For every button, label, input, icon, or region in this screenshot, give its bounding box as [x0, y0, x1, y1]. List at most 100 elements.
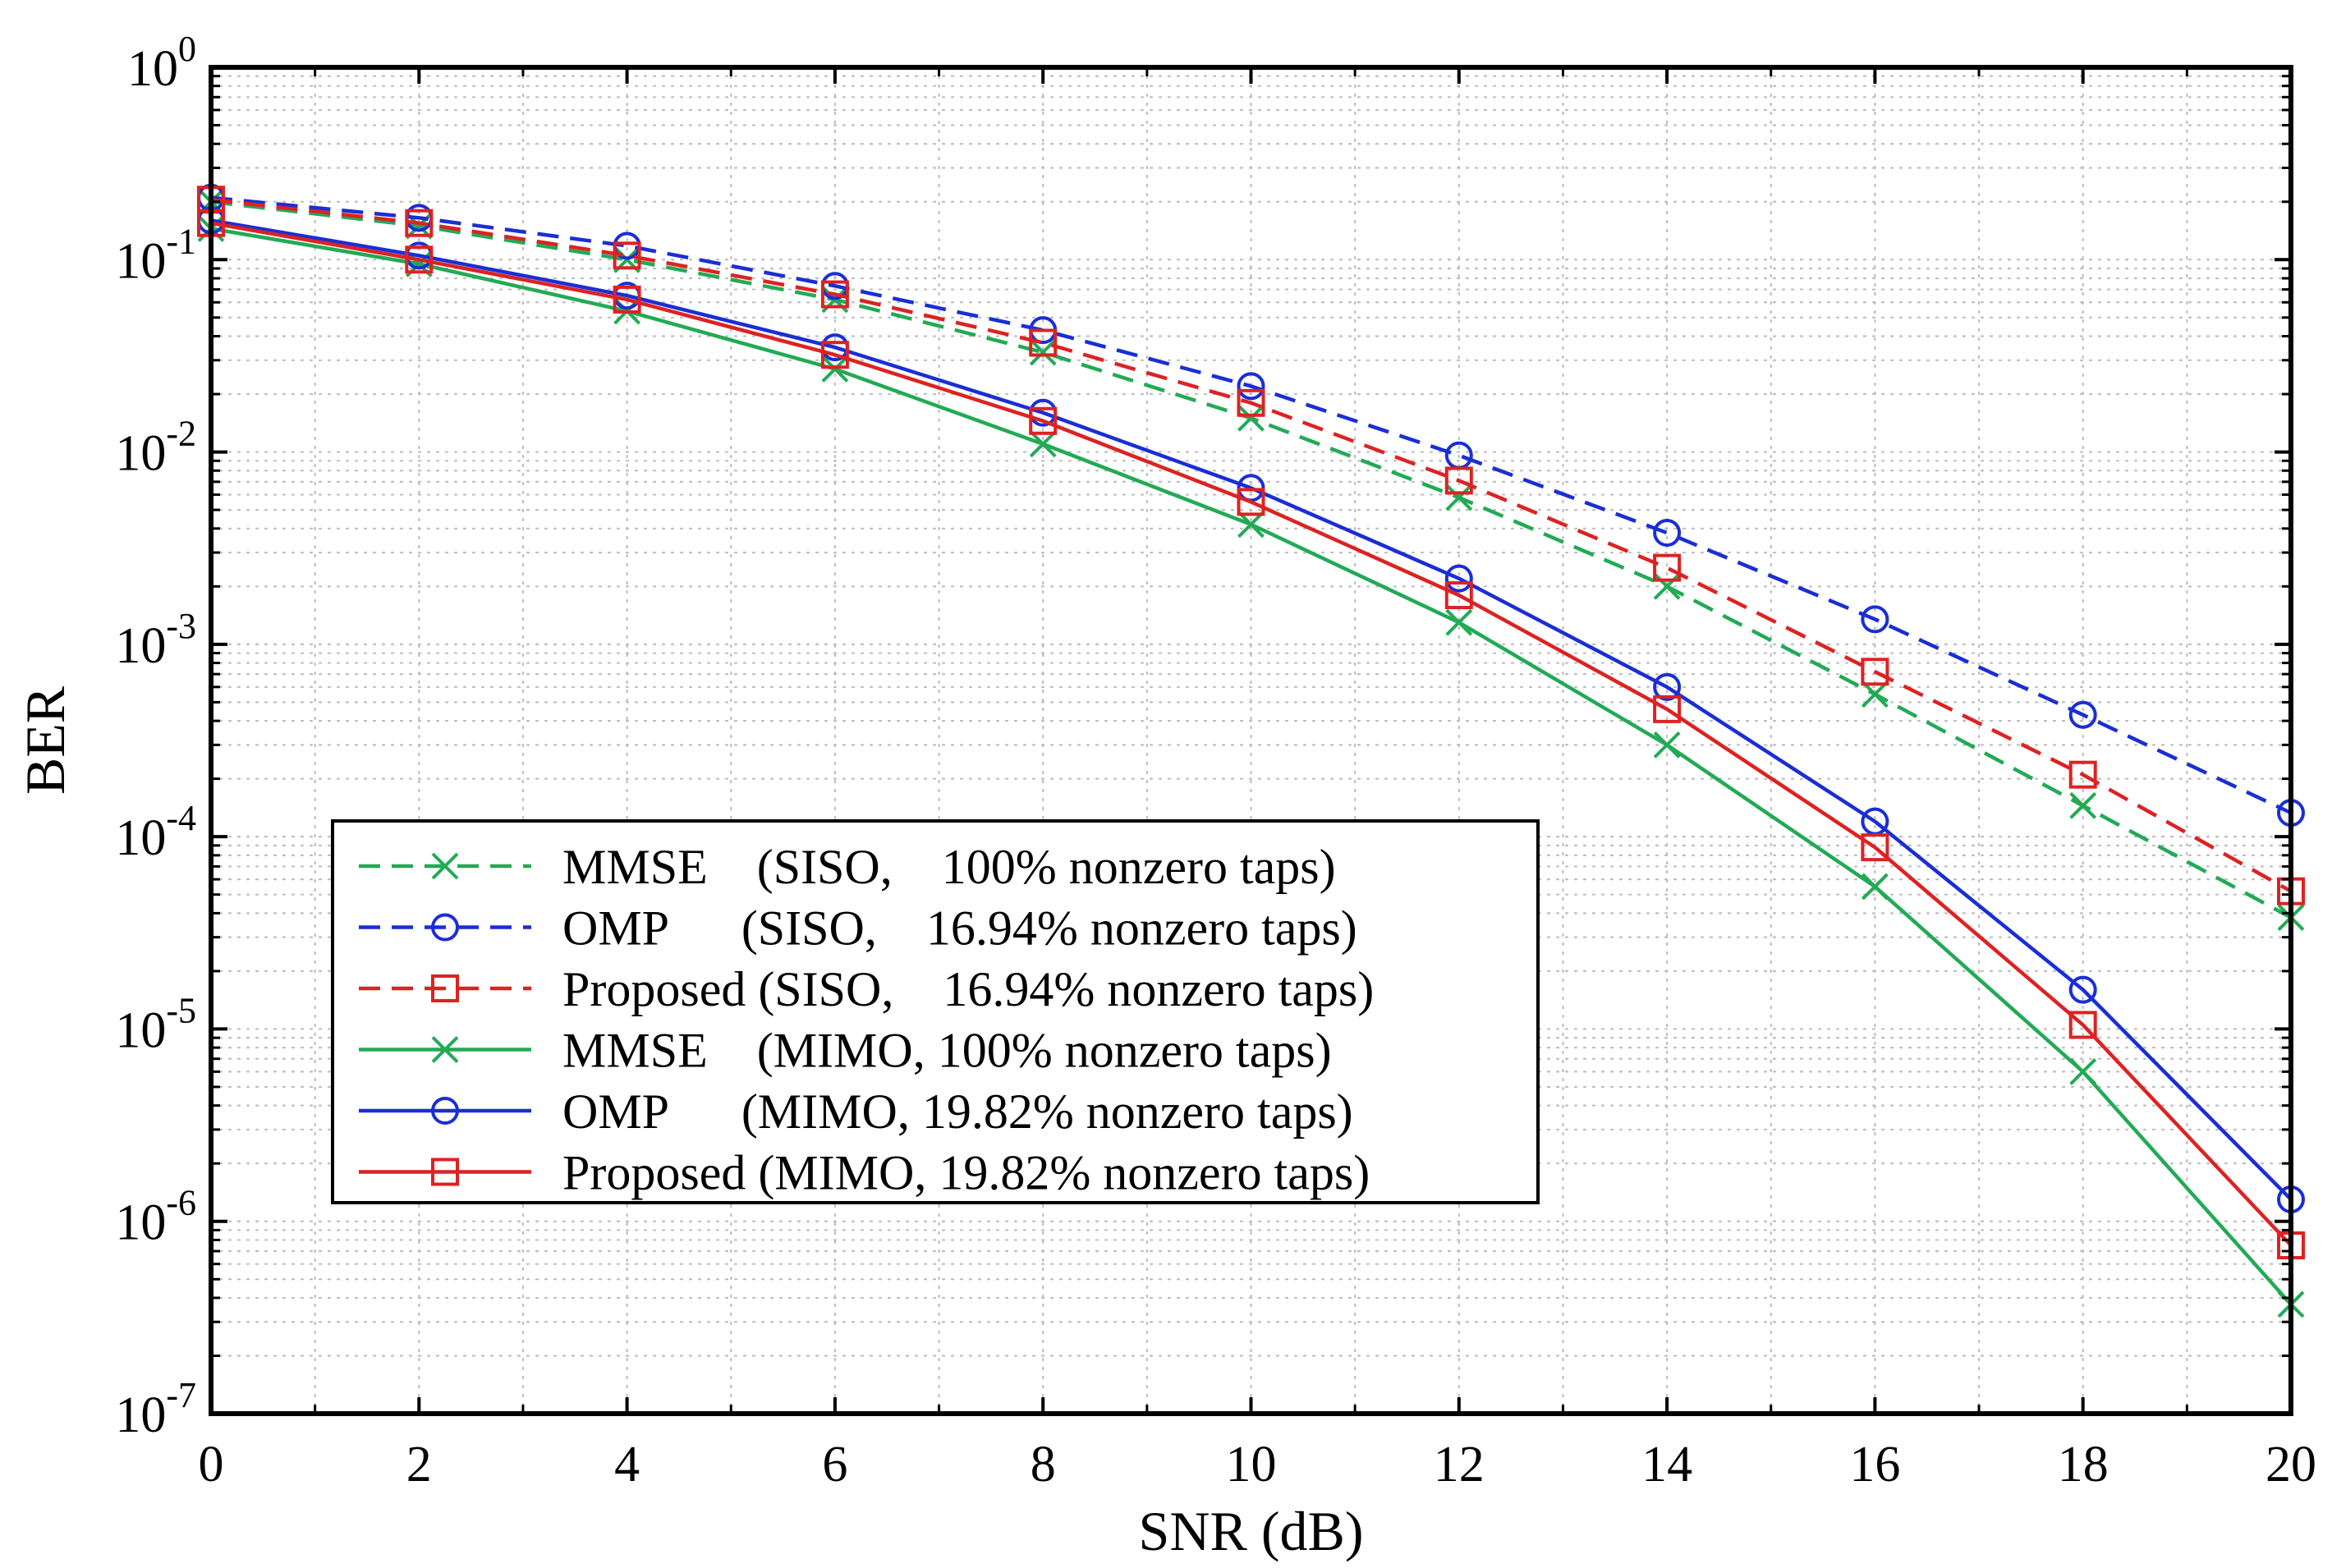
- legend-entry-2: Proposed (SISO, 16.94% nonzero taps): [359, 962, 1374, 1016]
- marker-x-stroke: [2069, 1057, 2097, 1085]
- marker-square: [1237, 388, 1265, 417]
- legend-label: OMP (SISO, 16.94% nonzero taps): [562, 901, 1357, 956]
- marker-x: [1029, 338, 1057, 366]
- series-5: [197, 209, 2305, 1259]
- legend-entry-0: MMSE (SISO, 100% nonzero taps): [359, 840, 1336, 894]
- marker-circle: [431, 913, 459, 942]
- marker-square: [1653, 695, 1682, 723]
- marker-square: [1029, 406, 1058, 435]
- marker-x-stroke: [1653, 572, 1681, 600]
- x-tick-label: 0: [199, 1437, 224, 1492]
- x-tick-label: 4: [614, 1437, 640, 1492]
- marker-x: [431, 1036, 459, 1063]
- y-tick-base: 10: [115, 1195, 166, 1251]
- marker-x: [1445, 484, 1473, 511]
- marker-square: [405, 245, 434, 274]
- y-tick-base: 10: [115, 618, 166, 674]
- marker-square: [1029, 328, 1058, 357]
- marker-x-stroke: [1445, 608, 1473, 636]
- series-line: [210, 221, 2293, 1247]
- y-tick-exponent: -4: [166, 798, 196, 838]
- y-tick-label: 10-6: [115, 1183, 196, 1251]
- marker-x: [2069, 1057, 2097, 1085]
- legend-label: Proposed (MIMO, 19.82% nonzero taps): [562, 1146, 1370, 1200]
- marker-x: [431, 852, 459, 880]
- y-tick-exponent: 0: [178, 29, 196, 69]
- y-tick-exponent: -3: [166, 606, 196, 646]
- marker-x-stroke: [1861, 681, 1889, 708]
- marker-x-stroke: [1653, 731, 1681, 759]
- y-tick-exponent: -6: [166, 1183, 196, 1223]
- x-tick-label: 16: [1849, 1437, 1900, 1492]
- marker-x: [2069, 791, 2097, 819]
- marker-x: [1861, 681, 1889, 708]
- marker-x-stroke: [1861, 873, 1889, 901]
- marker-square: [613, 285, 641, 314]
- y-tick-label: 10-4: [115, 798, 196, 866]
- legend-entry-1: OMP (SISO, 16.94% nonzero taps): [359, 901, 1357, 956]
- y-tick-base: 10: [115, 233, 166, 289]
- marker-x: [1861, 873, 1889, 901]
- y-tick-label: 10-2: [115, 414, 196, 482]
- x-tick-label: 12: [1434, 1437, 1485, 1492]
- y-tick-base: 10: [115, 1387, 166, 1443]
- x-tick-label: 6: [822, 1437, 847, 1492]
- marker-circle: [2068, 975, 2097, 1004]
- marker-square: [820, 280, 849, 309]
- y-tick-base: 10: [115, 810, 166, 866]
- marker-x-stroke: [431, 1036, 459, 1063]
- marker-x-stroke: [1029, 430, 1057, 458]
- marker-circle: [1237, 372, 1265, 401]
- legend-entry-5: Proposed (MIMO, 19.82% nonzero taps): [359, 1146, 1370, 1200]
- marker-square: [1861, 833, 1889, 862]
- x-tick-label: 14: [1641, 1437, 1692, 1492]
- y-tick-label: 10-1: [115, 221, 196, 289]
- x-axis-label: SNR (dB): [1139, 1500, 1364, 1562]
- marker-x: [1445, 608, 1473, 636]
- marker-square: [1444, 581, 1473, 610]
- legend: MMSE (SISO, 100% nonzero taps) OMP (SISO,…: [331, 819, 1540, 1204]
- marker-square: [431, 1158, 459, 1186]
- marker-x-stroke: [431, 852, 459, 880]
- marker-x: [821, 355, 849, 383]
- series-2: [197, 186, 2305, 905]
- series-line: [210, 195, 2292, 815]
- marker-x-stroke: [1445, 484, 1473, 511]
- marker-square: [2068, 760, 2097, 789]
- marker-circle: [1653, 519, 1682, 548]
- y-tick-base: 10: [127, 41, 178, 97]
- marker-square: [1237, 488, 1265, 516]
- marker-circle: [1653, 672, 1682, 701]
- marker-x: [1653, 572, 1681, 600]
- marker-square: [405, 209, 434, 237]
- marker-x-stroke: [1029, 338, 1057, 366]
- marker-circle: [1861, 605, 1889, 634]
- y-tick-base: 10: [115, 1002, 166, 1058]
- marker-square: [820, 341, 849, 369]
- marker-square: [431, 974, 459, 1002]
- marker-x-stroke: [821, 355, 849, 383]
- x-tick-label: 20: [2265, 1437, 2316, 1492]
- marker-x: [1029, 430, 1057, 458]
- marker-x-stroke: [2069, 791, 2097, 819]
- marker-x: [1237, 511, 1265, 539]
- y-tick-label: 100: [127, 29, 196, 97]
- legend-box: [331, 819, 1540, 1204]
- marker-square: [1653, 553, 1682, 582]
- y-tick-exponent: -1: [166, 221, 196, 261]
- legend-label: MMSE (SISO, 100% nonzero taps): [562, 840, 1336, 894]
- legend-label: MMSE (MIMO, 100% nonzero taps): [562, 1024, 1332, 1078]
- y-tick-label: 10-7: [115, 1375, 196, 1443]
- legend-entry-3: MMSE (MIMO, 100% nonzero taps): [359, 1024, 1332, 1078]
- marker-square: [1861, 658, 1889, 686]
- y-tick-base: 10: [115, 426, 166, 482]
- y-tick-exponent: -7: [166, 1375, 196, 1415]
- x-tick-label: 18: [2058, 1437, 2109, 1492]
- marker-x: [1237, 404, 1265, 432]
- legend-label: Proposed (SISO, 16.94% nonzero taps): [562, 962, 1374, 1016]
- marker-square: [1444, 466, 1473, 495]
- marker-square: [613, 241, 641, 270]
- y-axis-label: BER: [14, 685, 76, 795]
